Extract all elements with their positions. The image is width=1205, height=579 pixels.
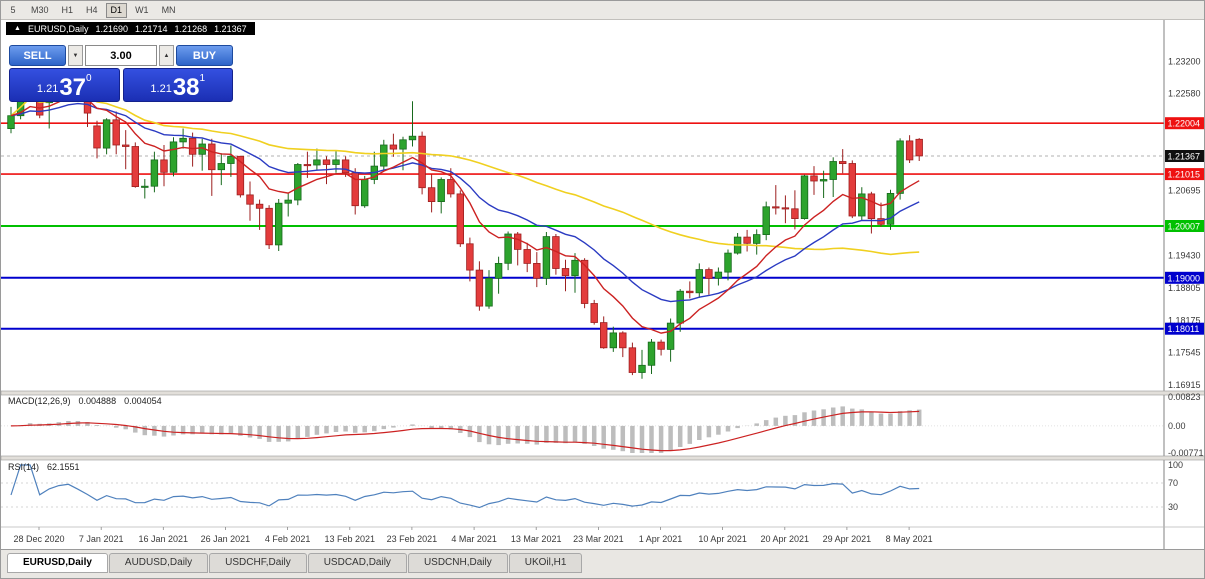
- rsi-value: 62.1551: [47, 462, 80, 472]
- svg-text:29 Apr 2021: 29 Apr 2021: [823, 534, 872, 544]
- macd-scale-low: -0.00771: [1168, 448, 1204, 458]
- sell-price-display[interactable]: 1.21 37 0: [9, 68, 120, 102]
- svg-text:13 Feb 2021: 13 Feb 2021: [325, 534, 376, 544]
- svg-text:28 Dec 2020: 28 Dec 2020: [13, 534, 64, 544]
- svg-text:4 Mar 2021: 4 Mar 2021: [451, 534, 497, 544]
- svg-text:4 Feb 2021: 4 Feb 2021: [265, 534, 311, 544]
- svg-text:1.20007: 1.20007: [1168, 222, 1201, 232]
- svg-text:1.21367: 1.21367: [1168, 152, 1201, 162]
- svg-text:1.18175: 1.18175: [1168, 315, 1201, 325]
- svg-text:10 Apr 2021: 10 Apr 2021: [698, 534, 747, 544]
- timeframe-mn-button[interactable]: MN: [157, 3, 181, 18]
- svg-text:13 Mar 2021: 13 Mar 2021: [511, 534, 562, 544]
- svg-text:16 Jan 2021: 16 Jan 2021: [139, 534, 189, 544]
- svg-text:8 May 2021: 8 May 2021: [886, 534, 933, 544]
- timeframe-d1-button[interactable]: D1: [105, 2, 128, 18]
- svg-text:1.18805: 1.18805: [1168, 283, 1201, 293]
- tab-usdcnh-daily[interactable]: USDCNH,Daily: [407, 553, 508, 573]
- buy-pipette: 1: [199, 73, 206, 84]
- svg-text:1.23200: 1.23200: [1168, 57, 1201, 67]
- buy-big-figure: 1.21: [150, 83, 172, 95]
- macd-scale-zero: 0.00: [1168, 421, 1186, 431]
- open-value: 1.21690: [95, 23, 128, 34]
- svg-text:1.20695: 1.20695: [1168, 186, 1201, 196]
- svg-text:23 Mar 2021: 23 Mar 2021: [573, 534, 624, 544]
- lot-size-input[interactable]: [85, 45, 157, 66]
- lot-increase-button[interactable]: ▲: [159, 45, 174, 66]
- buy-button[interactable]: BUY: [176, 45, 233, 66]
- rsi-name-label: RSI(14): [8, 462, 40, 472]
- macd-caption: MACD(12,26,9) 0.004888 0.004054: [8, 396, 162, 406]
- svg-text:1.22004: 1.22004: [1168, 119, 1201, 129]
- sell-pips: 37: [59, 73, 87, 101]
- timeframe-h4-button[interactable]: H4: [81, 3, 103, 18]
- collapse-panel-icon[interactable]: ▲: [14, 25, 21, 32]
- rsi-caption: RSI(14) 62.1551: [8, 462, 80, 472]
- timeframe-m30-button[interactable]: M30: [26, 3, 54, 18]
- tab-usdchf-daily[interactable]: USDCHF,Daily: [209, 553, 307, 573]
- svg-text:1.19000: 1.19000: [1168, 273, 1201, 283]
- macd-scale-high: 0.00823: [1168, 392, 1201, 402]
- svg-text:20 Apr 2021: 20 Apr 2021: [761, 534, 810, 544]
- rsi-scale-100: 100: [1168, 460, 1184, 470]
- buy-pips: 38: [172, 73, 200, 101]
- lot-decrease-button[interactable]: ▼: [68, 45, 83, 66]
- rsi-scale-30: 30: [1168, 502, 1179, 512]
- tab-audusd-daily[interactable]: AUDUSD,Daily: [108, 553, 209, 573]
- symbol-period-label: EURUSD,Daily: [27, 23, 89, 34]
- tab-ukoil-h1[interactable]: UKOil,H1: [508, 553, 583, 573]
- timeframe-h1-button[interactable]: H1: [57, 3, 79, 18]
- one-click-trade-panel: SELL ▼ ▲ BUY 1.21 37 0 1.21 38 1: [9, 45, 233, 102]
- rsi-scale-70: 70: [1168, 478, 1179, 488]
- sell-pipette: 0: [86, 73, 92, 84]
- low-value: 1.21268: [174, 23, 208, 34]
- macd-signal-value: 0.004054: [124, 396, 162, 406]
- close-value: 1.21367: [214, 23, 247, 34]
- high-value: 1.21714: [135, 23, 168, 34]
- macd-main-value: 0.004888: [78, 396, 117, 406]
- svg-text:23 Feb 2021: 23 Feb 2021: [387, 534, 438, 544]
- sell-big-figure: 1.21: [36, 83, 59, 95]
- chart-tabs-bar: EURUSD,Daily AUDUSD,Daily USDCHF,Daily U…: [1, 549, 1204, 578]
- svg-text:1 Apr 2021: 1 Apr 2021: [639, 534, 683, 544]
- timeframe-toolbar: 5 M30 H1 H4 D1 W1 MN: [1, 1, 1204, 20]
- timeframe-m5-button[interactable]: 5: [3, 3, 23, 18]
- timeframe-w1-button[interactable]: W1: [130, 3, 154, 18]
- svg-text:1.22580: 1.22580: [1168, 89, 1201, 99]
- tab-usdcad-daily[interactable]: USDCAD,Daily: [307, 553, 407, 573]
- svg-text:26 Jan 2021: 26 Jan 2021: [201, 534, 251, 544]
- svg-text:7 Jan 2021: 7 Jan 2021: [79, 534, 124, 544]
- svg-text:1.21015: 1.21015: [1168, 170, 1201, 180]
- buy-price-display[interactable]: 1.21 38 1: [122, 68, 233, 102]
- svg-text:1.19430: 1.19430: [1168, 251, 1201, 261]
- svg-text:1.18011: 1.18011: [1168, 324, 1200, 334]
- macd-name-label: MACD(12,26,9): [8, 396, 71, 406]
- chart-ohlc-header: ▲ EURUSD,Daily 1.21690 1.21714 1.21268 1…: [6, 22, 255, 35]
- svg-text:1.16915: 1.16915: [1168, 380, 1201, 390]
- tab-eurusd-daily[interactable]: EURUSD,Daily: [7, 553, 108, 573]
- svg-text:1.17545: 1.17545: [1168, 348, 1201, 358]
- sell-button[interactable]: SELL: [9, 45, 66, 66]
